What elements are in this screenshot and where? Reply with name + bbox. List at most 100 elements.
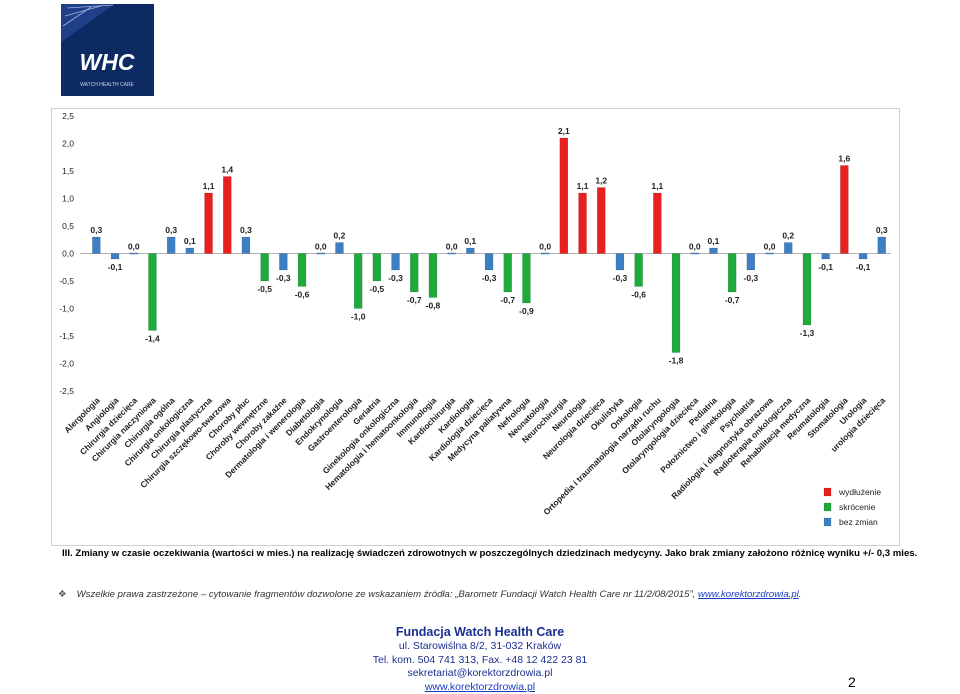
data-label: 0,0 <box>446 242 458 252</box>
y-tick-label: 1,5 <box>62 166 74 176</box>
bar <box>241 236 251 254</box>
y-tick-label: -2,5 <box>59 386 74 396</box>
data-label: -1,4 <box>145 334 160 344</box>
data-label: 1,4 <box>221 165 233 175</box>
bar <box>92 236 101 254</box>
data-label: 1,6 <box>838 154 850 164</box>
chart-caption: III. Zmiany w czasie oczekiwania (wartoś… <box>62 548 918 559</box>
bar <box>671 253 681 353</box>
footer-org: Fundacja Watch Health Care <box>395 625 565 639</box>
data-label: -0,3 <box>744 273 759 283</box>
bar <box>410 253 419 293</box>
data-label: 0,2 <box>782 231 794 241</box>
y-tick-label: 2,5 <box>62 111 74 121</box>
bar <box>428 253 438 298</box>
data-label: 0,1 <box>464 236 476 246</box>
bar <box>653 192 662 254</box>
data-label: -0,5 <box>257 284 272 294</box>
data-label: 1,1 <box>203 181 215 191</box>
copyright-tail: . <box>798 589 802 600</box>
bar <box>316 252 325 255</box>
data-label: 0,0 <box>128 242 140 252</box>
data-label: 1,1 <box>651 181 663 191</box>
bar <box>522 253 531 304</box>
bar <box>335 242 344 254</box>
data-label: -0,6 <box>631 290 646 300</box>
data-label: -0,1 <box>818 262 833 272</box>
bar <box>466 247 475 254</box>
data-label: -0,3 <box>388 273 403 283</box>
data-label: 0,3 <box>876 225 888 235</box>
logo-text: WHC <box>80 49 135 75</box>
footer: Fundacja Watch Health Care ul. Starowiśl… <box>0 624 960 694</box>
y-tick-label: -2,0 <box>59 359 74 369</box>
diamond-bullet-icon: ❖ <box>58 589 67 600</box>
bar <box>858 253 868 260</box>
data-label: 0,3 <box>240 225 252 235</box>
y-tick-label: -0,5 <box>59 276 74 286</box>
bar <box>223 176 232 254</box>
data-label: 2,1 <box>558 126 570 136</box>
legend-label: skrócenie <box>839 502 876 512</box>
bar <box>802 253 812 326</box>
footer-email: sekretariat@korektorzdrowia.pl <box>407 667 553 679</box>
data-label: -0,7 <box>500 295 515 305</box>
data-label: 0,1 <box>184 236 196 246</box>
data-label: 0,3 <box>90 225 102 235</box>
bar <box>746 253 756 271</box>
data-label: 0,0 <box>539 242 551 252</box>
copyright-notice: ❖ Wszelkie prawa zastrzeżone – cytowanie … <box>58 589 801 600</box>
data-label: -0,9 <box>519 306 534 316</box>
footer-phone: Tel. kom. 504 741 313, Fax. +48 12 422 2… <box>372 653 588 666</box>
bar <box>297 253 307 287</box>
bar <box>634 253 643 287</box>
bar <box>185 247 195 254</box>
bar <box>765 252 774 255</box>
page-number: 2 <box>848 674 856 690</box>
bar <box>204 192 213 254</box>
bar <box>578 192 587 254</box>
data-label: 0,0 <box>315 242 327 252</box>
data-label: 0,0 <box>689 242 701 252</box>
bar <box>709 247 718 254</box>
legend-label: wydłużenie <box>838 487 881 497</box>
chart-container: 2,5 2,0 1,5 1,0 0,5 0,0 -0,5 -1,0 -1,5 -2,0 -2,5 0,… <box>51 108 900 546</box>
y-tick-label: -1,0 <box>59 304 74 314</box>
data-label: -1,3 <box>800 328 815 338</box>
copyright-link[interactable]: www.korektorzdrowia.pl <box>698 589 799 600</box>
data-label: -0,8 <box>426 301 441 311</box>
data-label: -0,1 <box>108 262 123 272</box>
data-label: -0,3 <box>276 273 291 283</box>
bar <box>279 253 288 271</box>
bar <box>821 253 830 260</box>
data-label: 0,3 <box>165 225 177 235</box>
y-tick-label: 2,0 <box>62 139 74 149</box>
bar <box>840 165 849 254</box>
bar <box>353 253 363 309</box>
data-label: 1,2 <box>595 176 607 186</box>
bar <box>690 252 699 255</box>
legend-swatch <box>823 502 832 512</box>
y-tick-label: -1,5 <box>59 331 74 341</box>
y-tick-label: 0,0 <box>62 249 74 259</box>
bar <box>372 253 382 282</box>
data-label: 0,2 <box>334 231 346 241</box>
y-tick-label: 1,0 <box>62 194 74 204</box>
logo-subtitle: WATCH HEALTH CARE <box>80 82 134 88</box>
data-label: -0,6 <box>295 290 310 300</box>
y-tick-label: 0,5 <box>62 221 74 231</box>
bar <box>447 252 456 255</box>
data-label: -0,1 <box>856 262 871 272</box>
footer-website-link[interactable]: www.korektorzdrowia.pl <box>424 680 536 693</box>
bar <box>484 253 494 271</box>
data-label: 1,1 <box>577 181 589 191</box>
footer-address: ul. Starowiślna 8/2, 31-032 Kraków <box>398 640 562 652</box>
data-label: -1,8 <box>669 356 684 366</box>
data-label: 0,1 <box>708 236 720 246</box>
bar <box>260 253 269 282</box>
data-label: -0,7 <box>725 295 740 305</box>
bar <box>503 253 512 293</box>
data-label: -1,0 <box>351 312 366 322</box>
bar <box>877 236 886 254</box>
bar <box>597 187 606 254</box>
